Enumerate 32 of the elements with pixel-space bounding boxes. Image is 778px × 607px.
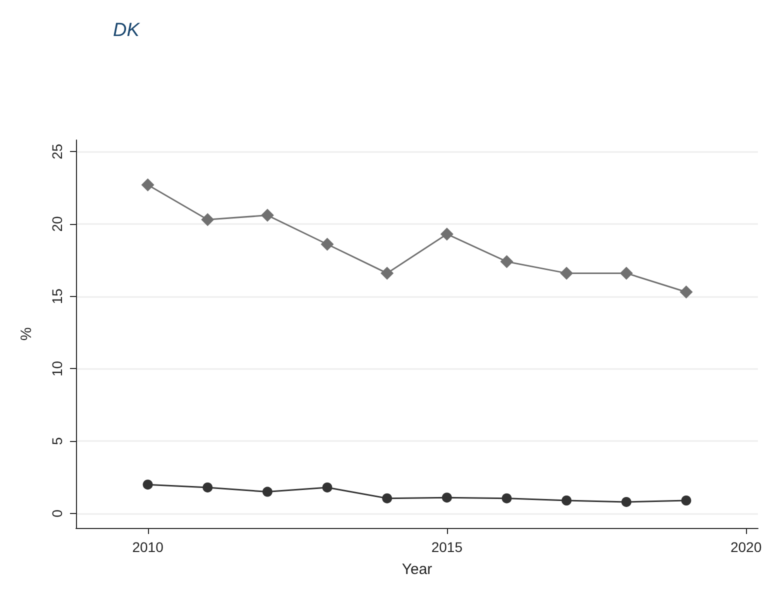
y-tick-label: 0	[49, 509, 65, 518]
point	[201, 213, 214, 226]
chart-title: DK	[113, 20, 141, 41]
x-tick-label: 2010	[132, 539, 164, 555]
y-tick-label: 5	[49, 437, 65, 446]
point	[560, 266, 574, 280]
point	[621, 496, 632, 507]
point	[620, 266, 633, 280]
point	[680, 286, 693, 299]
point	[322, 482, 332, 492]
point	[681, 495, 692, 506]
point	[262, 486, 272, 497]
point	[141, 178, 154, 192]
point	[260, 208, 274, 222]
point	[142, 480, 153, 490]
point	[202, 482, 213, 492]
y-tick-label: 15	[49, 288, 65, 304]
point	[442, 492, 452, 503]
x-tick-label: 2020	[730, 539, 762, 555]
x-axis-title: Year	[402, 561, 432, 578]
point	[320, 238, 334, 251]
point	[380, 266, 394, 280]
point	[500, 255, 514, 268]
y-tick-label: 25	[49, 144, 65, 160]
point	[382, 493, 392, 504]
point	[440, 228, 454, 241]
y-tick-label: 10	[49, 360, 65, 377]
x-tick-label: 2015	[431, 539, 463, 555]
y-axis-title: %	[18, 327, 35, 341]
y-tick-label: 20	[49, 216, 65, 232]
point	[502, 493, 512, 504]
point	[562, 495, 572, 506]
